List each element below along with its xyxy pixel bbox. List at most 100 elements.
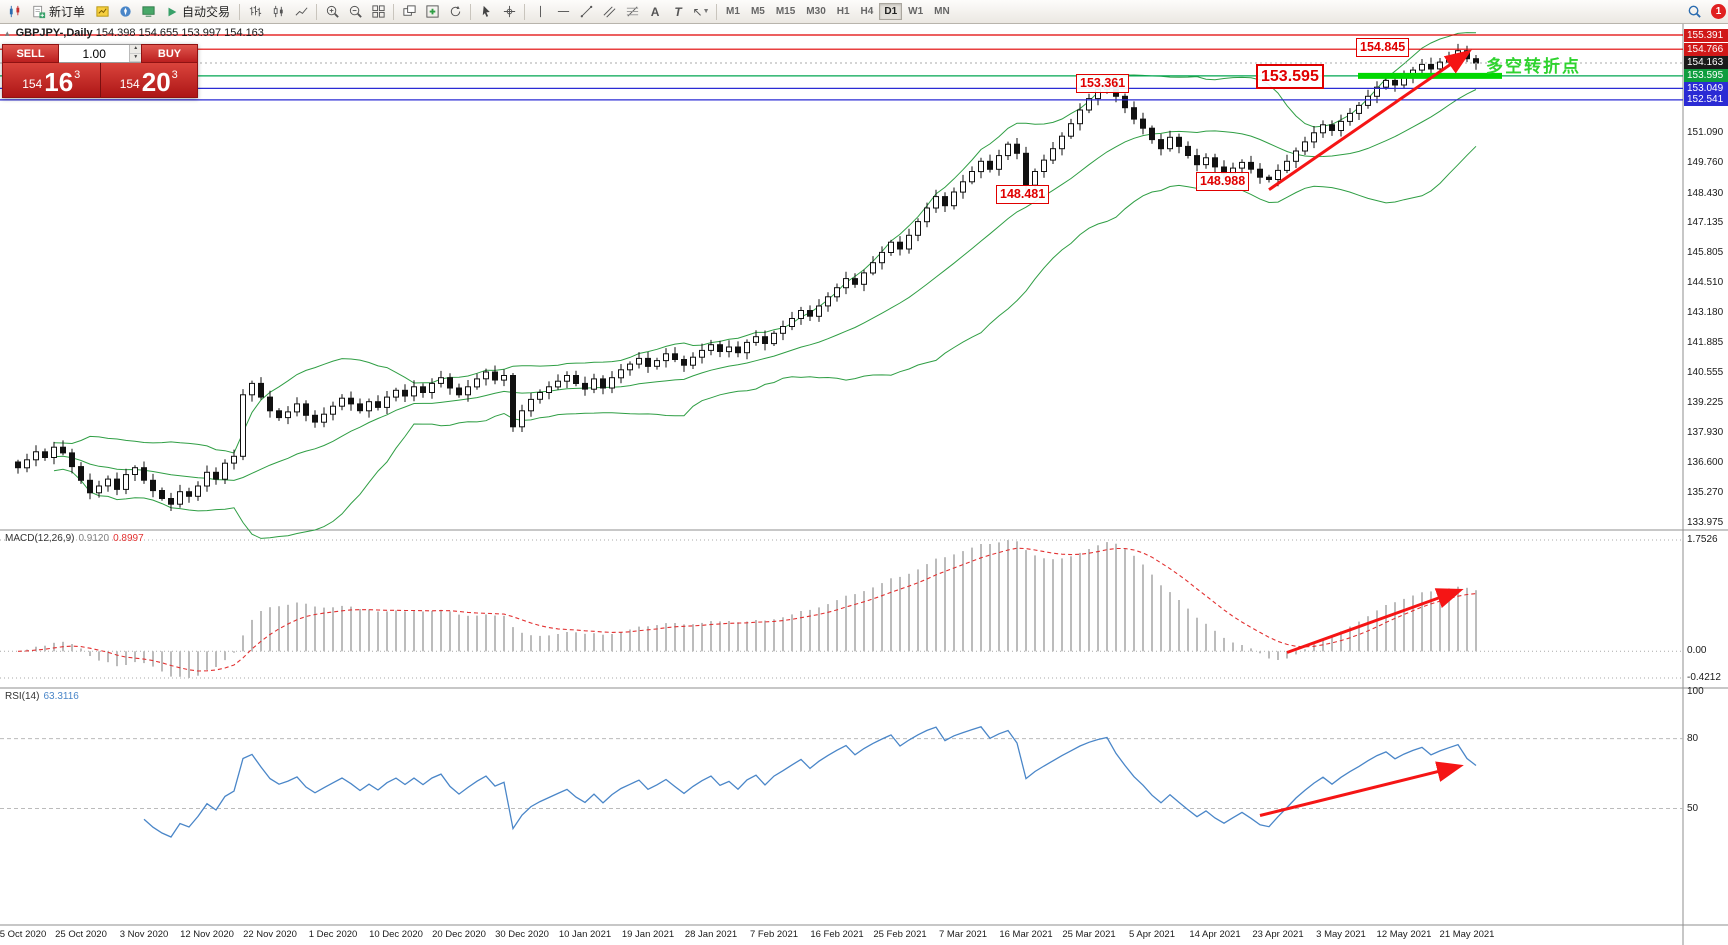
buy-price[interactable]: 154 20 3: [119, 67, 178, 97]
volume-field: ▲ ▼: [59, 44, 141, 63]
price-axis-label: 135.270: [1687, 487, 1724, 499]
timeframe-m15-button[interactable]: M15: [775, 6, 796, 17]
trendline-tool-icon[interactable]: [575, 2, 597, 22]
navigator-icon[interactable]: [114, 2, 136, 22]
price-callout-label[interactable]: 153.595: [1256, 64, 1324, 89]
macd-axis-label: 0.00: [1687, 645, 1707, 657]
date-axis-label: 23 Apr 2021: [1252, 929, 1304, 940]
new-order-button[interactable]: 新订单: [27, 2, 90, 21]
price-axis-label: 143.180: [1687, 307, 1724, 319]
timeframe-m1-button[interactable]: M1: [726, 6, 740, 17]
price-axis-label: 141.885: [1687, 336, 1724, 348]
cursor-icon[interactable]: [475, 2, 497, 22]
date-axis-label: 16 Mar 2021: [999, 929, 1053, 940]
date-axis-label: 14 Apr 2021: [1189, 929, 1241, 940]
price-axis-label: 139.225: [1687, 397, 1724, 409]
price-axis-label: 149.760: [1687, 157, 1724, 169]
vertical-line-tool-icon[interactable]: [529, 2, 551, 22]
date-axis-label: 12 Nov 2020: [180, 929, 234, 940]
price-axis-label: 144.510: [1687, 276, 1724, 288]
fibonacci-tool-icon[interactable]: [621, 2, 643, 22]
timeframe-h1-button[interactable]: H1: [836, 6, 850, 17]
add-indicator-icon[interactable]: [421, 2, 443, 22]
date-axis-label: 3 May 2021: [1316, 929, 1366, 940]
price-callout-label[interactable]: 154.845: [1356, 38, 1410, 57]
price-axis-tag: 154.766: [1684, 42, 1728, 56]
volume-input[interactable]: [59, 45, 130, 62]
search-icon[interactable]: [1683, 2, 1705, 22]
price-callout-label[interactable]: 148.988: [1196, 172, 1250, 191]
crosshair-icon[interactable]: [498, 2, 520, 22]
cascade-windows-icon[interactable]: [398, 2, 420, 22]
toolbar-separator: [470, 3, 472, 20]
date-axis-label: 7 Feb 2021: [749, 929, 799, 940]
toolbar: 新订单 自动交易 A T ↖ ▼ M1 M5 M15 M30 H1 H4 D1 W…: [0, 0, 1728, 24]
price-callout-label[interactable]: 153.361: [1076, 74, 1130, 93]
horizontal-line-tool-icon[interactable]: [552, 2, 574, 22]
annotation-note[interactable]: 多空转折点: [1486, 57, 1581, 76]
date-axis-label: 12 May 2021: [1376, 929, 1432, 940]
toolbar-separator: [393, 3, 395, 20]
timeframe-m5-button[interactable]: M5: [750, 6, 765, 17]
text-tool-icon[interactable]: A: [650, 4, 660, 19]
candlestick-mode-icon[interactable]: [267, 2, 289, 22]
date-axis-label: 25 Oct 2020: [55, 929, 107, 940]
price-axis-label: 148.430: [1687, 187, 1724, 199]
price-axis-tag: 155.391: [1684, 28, 1728, 42]
zoom-in-icon[interactable]: [321, 2, 343, 22]
sell-button[interactable]: SELL: [2, 44, 59, 63]
bar-chart-mode-icon[interactable]: [244, 2, 266, 22]
date-axis-label: 19 Jan 2021: [621, 929, 675, 940]
channel-tool-icon[interactable]: [598, 2, 620, 22]
rsi-axis-label: 50: [1687, 802, 1699, 814]
template-cycle-icon[interactable]: [444, 2, 466, 22]
toolbar-separator: [316, 3, 318, 20]
price-axis-label: 147.135: [1687, 217, 1724, 229]
price-axis-label: 145.805: [1687, 247, 1724, 259]
price-axis-label: 140.555: [1687, 367, 1724, 379]
macd-indicator-label: MACD(12,26,9) 0.9120 0.8997: [5, 533, 144, 544]
buy-button[interactable]: BUY: [141, 44, 198, 63]
date-axis-label: 25 Mar 2021: [1062, 929, 1116, 940]
timeframe-h4-button[interactable]: H4: [860, 6, 874, 17]
volume-decrease-button[interactable]: ▼: [130, 53, 141, 62]
date-axis-label: 30 Dec 2020: [495, 929, 549, 940]
price-axis-label: 137.930: [1687, 426, 1724, 438]
macd-axis-label: -0.4212: [1687, 672, 1721, 683]
toolbar-separator: [239, 3, 241, 20]
shapes-dropdown-icon[interactable]: ↖ ▼: [692, 4, 710, 19]
toolbar-separator: [716, 3, 718, 20]
new-chart-icon[interactable]: [4, 2, 26, 22]
timeframe-mn-button[interactable]: MN: [934, 6, 950, 17]
zoom-out-icon[interactable]: [344, 2, 366, 22]
price-axis-label: 151.090: [1687, 127, 1724, 138]
price-axis-tag: 154.163: [1684, 56, 1728, 70]
date-axis-label: 25 Feb 2021: [873, 929, 927, 940]
timeframe-w1-button[interactable]: W1: [908, 6, 924, 17]
auto-trading-button[interactable]: 自动交易: [160, 2, 235, 21]
timeframe-d1-button[interactable]: D1: [879, 3, 903, 20]
terminal-icon[interactable]: [137, 2, 159, 22]
date-axis-label: 7 Mar 2021: [938, 929, 988, 940]
notification-badge[interactable]: 1: [1711, 4, 1726, 19]
volume-increase-button[interactable]: ▲: [130, 45, 141, 54]
line-chart-mode-icon[interactable]: [290, 2, 312, 22]
market-watch-icon[interactable]: [91, 2, 113, 22]
timeframe-m30-button[interactable]: M30: [806, 6, 826, 17]
date-axis-label: 10 Jan 2021: [558, 929, 612, 940]
date-axis-label: 5 Apr 2021: [1129, 929, 1175, 940]
price-axis-tag: 153.049: [1684, 81, 1728, 95]
tile-windows-icon[interactable]: [367, 2, 389, 22]
date-axis-label: 10 Dec 2020: [369, 929, 423, 940]
price-axis-label: 133.975: [1687, 517, 1724, 528]
label-tool-icon[interactable]: T: [674, 4, 682, 19]
price-callout-label[interactable]: 148.481: [996, 185, 1050, 204]
sell-price[interactable]: 154 16 3: [3, 63, 101, 97]
price-axis-label: 136.600: [1687, 457, 1724, 469]
date-axis-label: 21 May 2021: [1439, 929, 1495, 940]
collapse-icon[interactable]: ▴: [5, 28, 10, 38]
